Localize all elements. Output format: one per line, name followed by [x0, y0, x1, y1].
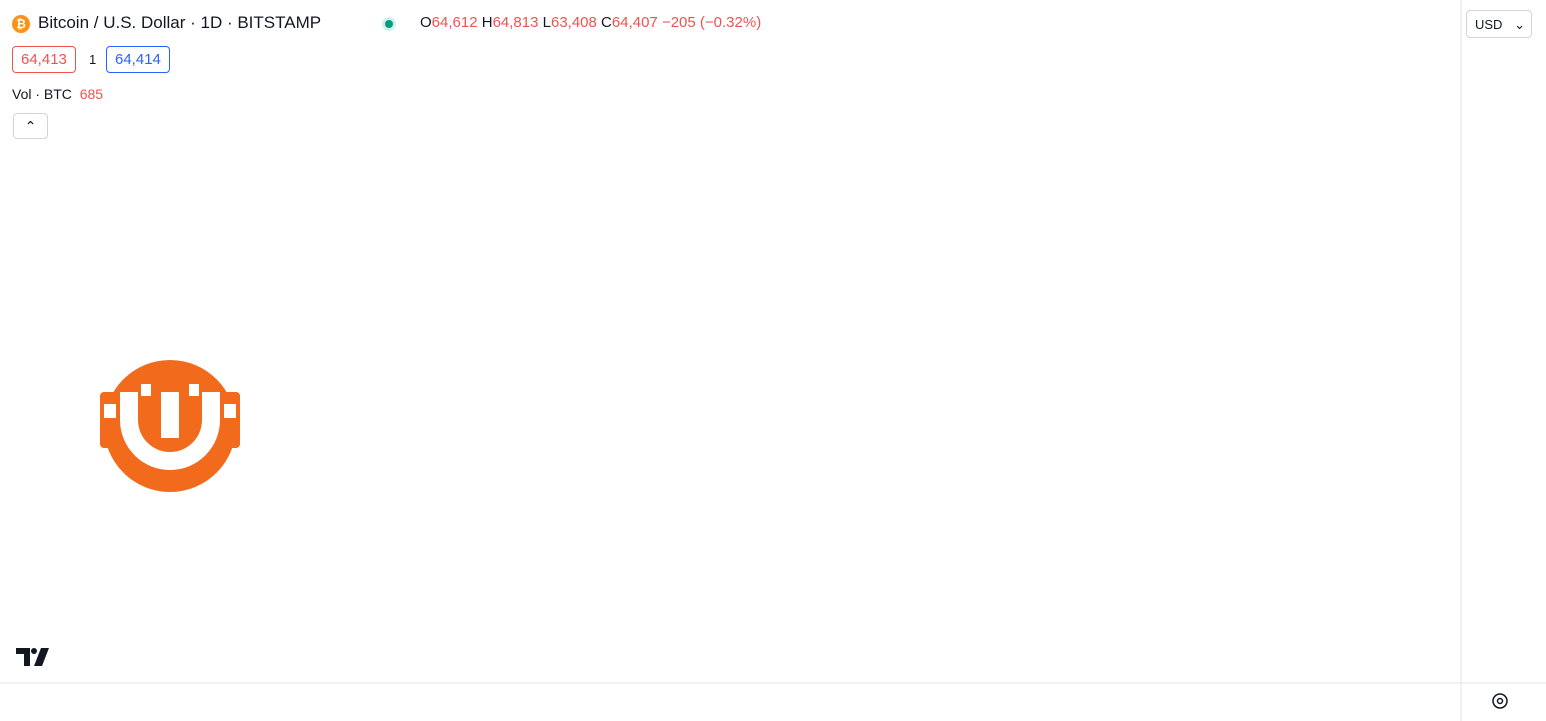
ohlc-key: L	[542, 14, 551, 31]
volume-title: Vol · BTC	[12, 86, 72, 102]
market-status[interactable]	[382, 17, 396, 31]
sell-button[interactable]: 64,413	[12, 46, 76, 73]
tradingview-logo	[16, 648, 49, 666]
svg-text:₿: ₿	[16, 17, 26, 31]
close-value: 64,407	[611, 14, 658, 31]
spread: 1	[89, 52, 97, 67]
currency: USD	[1475, 17, 1503, 32]
ohlc-legend: O64,612 H64,813 L63,408 C64,407 −205 (−0…	[420, 14, 761, 31]
ohlc-key: C	[601, 14, 612, 31]
change-value: −205 (−0.32%)	[661, 14, 762, 31]
logo-watermark	[100, 360, 240, 492]
volume-legend: Vol · BTC 685	[12, 86, 103, 102]
volume-value: 685	[79, 86, 104, 102]
low-value: 63,408	[550, 14, 597, 31]
ohlc-key: O	[420, 14, 432, 31]
settings-button[interactable]	[1492, 693, 1508, 709]
bitcoin-icon: ₿	[12, 15, 30, 33]
collapse-button[interactable]: ⌃	[13, 113, 48, 139]
symbol-title[interactable]: Bitcoin / U.S. Dollar · 1D · BITSTAMP	[38, 13, 322, 32]
buy-button[interactable]: 64,414	[106, 46, 170, 73]
ohlc-key: H	[481, 14, 493, 31]
currency-select[interactable]: USD ⌄	[1466, 10, 1532, 38]
dropdown-arrow: ⌄	[1514, 17, 1525, 32]
high-value: 64,813	[492, 14, 539, 31]
open-value: 64,612	[431, 14, 478, 31]
